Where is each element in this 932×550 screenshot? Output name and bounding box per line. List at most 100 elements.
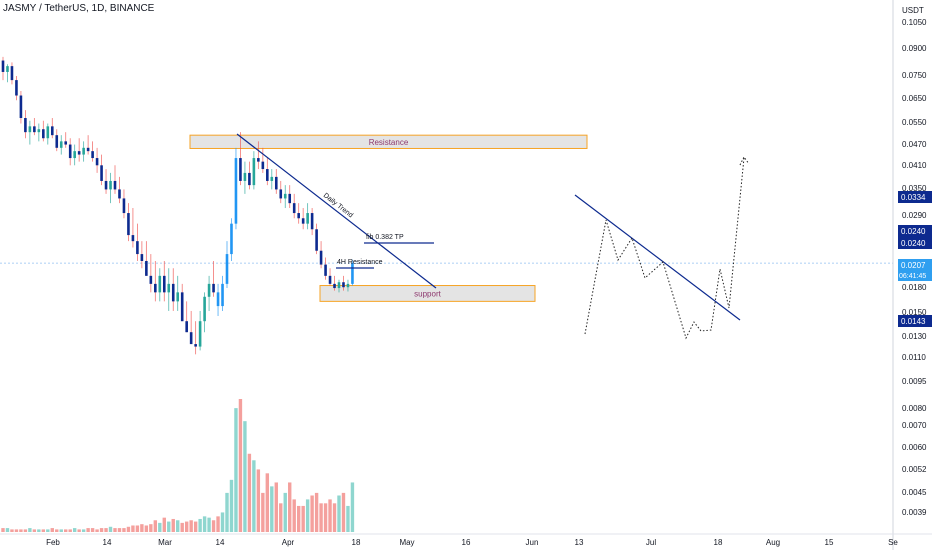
candle-body [24, 118, 27, 133]
candle-body [37, 129, 41, 133]
candle-body [77, 151, 81, 155]
volume-bar [216, 516, 220, 532]
candle-body [167, 283, 171, 293]
candle-body [257, 158, 260, 162]
volume-bar [220, 512, 225, 532]
candle-body [198, 321, 202, 347]
y-tick-label: 0.0900 [902, 44, 927, 53]
candle-body [154, 283, 157, 293]
volume-bar [162, 517, 166, 532]
y-tick-label: 0.0052 [902, 465, 927, 474]
x-tick-label: 13 [575, 538, 584, 547]
price-label: 0.0240 [901, 227, 926, 236]
candle-body [310, 213, 314, 230]
candle-body [145, 260, 148, 276]
candle-body [118, 189, 121, 199]
y-tick-label: 0.0110 [902, 353, 926, 362]
volume-bar [5, 528, 10, 532]
y-tick-label: 0.0350 [902, 184, 927, 193]
volume-bar [346, 505, 350, 532]
candle-body [33, 126, 36, 133]
volume-bar [153, 520, 158, 532]
candle-body [6, 66, 9, 72]
candle-body [306, 213, 309, 224]
volume-bar [108, 526, 113, 532]
volume-bar [189, 520, 193, 532]
zone-label: support [414, 289, 441, 298]
volume-bar [59, 529, 63, 532]
candle-body [140, 254, 144, 261]
candle-body [86, 147, 90, 152]
zone-support [319, 285, 536, 302]
y-tick-label: 0.0150 [902, 308, 927, 317]
y-tick-label: 0.0060 [902, 443, 927, 452]
candle-body [176, 292, 180, 302]
h4-resistance-label: 4H Resistance [337, 259, 383, 266]
candle-body [288, 193, 292, 204]
x-tick-label: May [399, 538, 414, 547]
countdown-label: 06:41:45 [899, 273, 926, 280]
x-tick-label: Jun [526, 538, 539, 547]
candle-body [239, 158, 242, 181]
candle-body [346, 283, 350, 288]
candle-body [19, 95, 23, 119]
volume-bar [176, 520, 180, 532]
volume-bar [198, 518, 202, 532]
volume-bar [283, 492, 287, 532]
y-tick-label: 0.0180 [902, 283, 927, 292]
y-tick-label: 0.0130 [902, 332, 927, 341]
y-tick-label: 0.0470 [902, 140, 927, 149]
candles [1, 56, 354, 355]
candle-body [234, 158, 238, 224]
x-tick-label: 18 [352, 538, 361, 547]
volume-bar [341, 492, 346, 532]
x-tick-label: 16 [462, 538, 471, 547]
candle-body [319, 250, 323, 265]
candle-body [185, 321, 188, 333]
price-label-box [898, 191, 932, 203]
volume-bar [323, 503, 328, 532]
price-label: 0.0334 [901, 193, 926, 202]
volume-bar [292, 499, 296, 532]
candle-body [274, 176, 278, 190]
volume-bar [126, 526, 131, 532]
volume-bar [167, 521, 171, 532]
volume-bar [270, 486, 274, 532]
volume-bar [104, 528, 108, 532]
x-tick-label: 14 [103, 538, 112, 547]
candle-body [171, 283, 175, 302]
candle-body [248, 172, 251, 186]
volume-bar [131, 525, 135, 532]
candle-body [46, 126, 50, 139]
volume-bar [64, 529, 68, 532]
candle-body [230, 223, 233, 255]
volume-bar [46, 529, 50, 532]
daily-trend-line [236, 133, 437, 289]
volume-bar [274, 482, 278, 532]
candle-body [315, 229, 318, 251]
y-tick-label: 0.0550 [902, 118, 927, 127]
projection-trend-line [574, 194, 741, 321]
volume-bar [350, 482, 355, 532]
x-tick-label: Se [888, 538, 898, 547]
volume-bar [261, 492, 265, 532]
candle-body [113, 180, 117, 190]
volume-bar [301, 505, 305, 532]
y-tick-label: 0.0750 [902, 71, 927, 80]
price-label-box [898, 225, 932, 237]
volume-bar [77, 529, 81, 532]
y-tick-label: 0.1050 [902, 18, 927, 27]
volume-bar [211, 520, 216, 532]
candle-body [127, 213, 130, 236]
candle-body [266, 169, 269, 181]
volume-bar [86, 528, 90, 532]
y-tick-label: 0.0290 [902, 211, 927, 220]
candle-body [351, 263, 354, 284]
candle-body [149, 275, 153, 284]
x-tick-label: Mar [158, 538, 172, 547]
volume-bar [171, 518, 175, 532]
candle-body [342, 282, 345, 288]
candle-body [64, 141, 68, 145]
candle-body [203, 296, 206, 322]
